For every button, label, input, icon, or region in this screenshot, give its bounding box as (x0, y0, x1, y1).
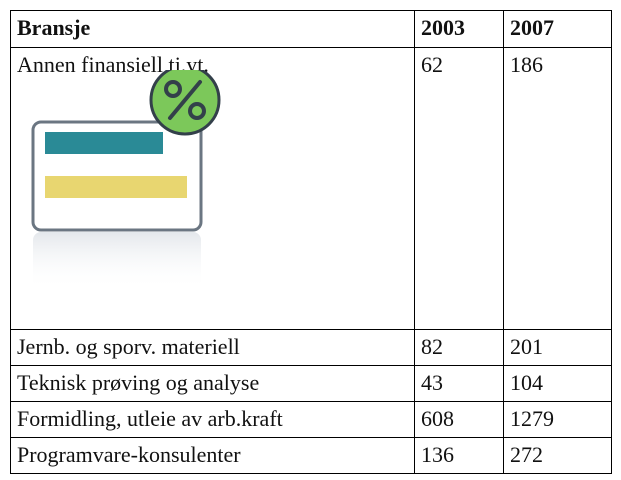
table-cell: Jernb. og sporv. materiell (10, 329, 415, 366)
table-cell: 43 (414, 365, 504, 402)
table-cell: 201 (503, 329, 612, 366)
finance-icon (31, 70, 221, 290)
table-cell: Formidling, utleie av arb.kraft (10, 401, 415, 438)
header-row: Bransje 2003 2007 (10, 10, 612, 48)
table-cell: 82 (414, 329, 504, 366)
table-cell: 272 (503, 437, 612, 474)
table-cell: 1279 (503, 401, 612, 438)
table-cell: 186 (503, 47, 612, 330)
table-row: Jernb. og sporv. materiell 82 201 (10, 329, 612, 366)
table-cell: Teknisk prøving og analyse (10, 365, 415, 402)
table-cell: 104 (503, 365, 612, 402)
table-cell: 62 (414, 47, 504, 330)
header-cell: 2003 (414, 10, 504, 48)
table-cell: Programvare-konsulenter (10, 437, 415, 474)
table-row: Teknisk prøving og analyse 43 104 (10, 365, 612, 402)
table-row: Programvare-konsulenter 136 272 (10, 437, 612, 474)
table-cell: 136 (414, 437, 504, 474)
header-cell: Bransje (10, 10, 415, 48)
table-row: Formidling, utleie av arb.kraft 608 1279 (10, 401, 612, 438)
header-cell: 2007 (503, 10, 612, 48)
table-cell: 608 (414, 401, 504, 438)
